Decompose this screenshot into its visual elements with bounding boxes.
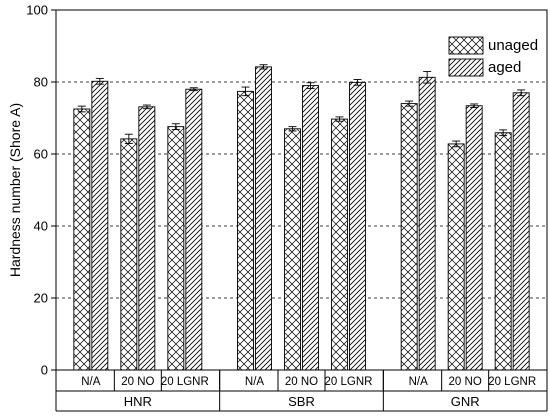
bar-aged: [349, 81, 366, 371]
bar-unaged: [73, 108, 91, 371]
error-bar: [288, 126, 297, 132]
x-axis: N/A 20 NO 20 LGNR N/A 20 NO 20 LGNR N/A 20 NO 20…: [55, 370, 548, 412]
error-bar: [423, 71, 432, 84]
x-group-label: GNR: [451, 394, 480, 409]
y-axis: 0 20 40 60 80 100: [26, 3, 56, 378]
bar-aged: [91, 80, 109, 371]
x-category-label: N/A: [81, 376, 101, 388]
bar-unaged: [447, 143, 465, 371]
x-category-label: 20 LGNR: [488, 376, 536, 388]
x-group-label: SBR: [288, 394, 315, 409]
bars: [73, 64, 530, 371]
bar-unaged: [284, 128, 301, 371]
error-bar: [306, 82, 315, 89]
error-bar: [171, 123, 180, 130]
bar-unaged: [237, 90, 254, 371]
bar-aged: [185, 88, 203, 371]
error-bar: [335, 116, 344, 122]
bar-aged: [418, 76, 436, 371]
error-bar: [259, 64, 268, 70]
error-bar: [452, 140, 461, 148]
error-bar: [124, 133, 133, 145]
bar-aged: [302, 85, 319, 371]
x-category-label: N/A: [409, 376, 429, 388]
error-bar: [499, 129, 508, 137]
legend: unaged aged: [448, 36, 538, 77]
legend-swatch-unaged: [448, 36, 484, 55]
bar-unaged: [494, 132, 512, 371]
error-bar: [470, 103, 479, 109]
error-bar: [95, 77, 104, 85]
error-bar: [189, 87, 198, 92]
x-group-label: HNR: [124, 394, 152, 409]
plot-border: [55, 9, 548, 371]
error-bar: [353, 79, 362, 86]
bar-aged: [465, 105, 483, 371]
error-bar: [241, 86, 250, 97]
x-category-label: 20 LGNR: [161, 376, 209, 388]
y-tick-label: 20: [34, 291, 48, 306]
y-tick-label: 100: [26, 3, 48, 18]
bar-unaged: [120, 138, 138, 371]
bar-aged: [255, 66, 272, 371]
y-tick-label: 40: [34, 219, 48, 234]
legend-swatch-aged: [448, 58, 484, 77]
y-tick-label: 60: [34, 147, 48, 162]
legend-label-aged: aged: [488, 59, 521, 76]
bar-aged: [512, 92, 530, 371]
x-category-label: N/A: [245, 376, 265, 388]
plot-frame: [55, 9, 548, 371]
x-category-label: 20 LGNR: [325, 376, 373, 388]
bar-unaged: [331, 118, 348, 371]
error-bar: [405, 100, 414, 107]
gridlines: [56, 81, 547, 299]
x-category-label: 20 NO: [121, 376, 154, 388]
x-category-label: 20 NO: [449, 376, 482, 388]
y-axis-title: Hardness number (Shore A): [7, 103, 23, 277]
y-tick-label: 80: [34, 75, 48, 90]
bar-unaged: [400, 103, 418, 371]
x-category-label: 20 NO: [285, 376, 318, 388]
error-bar: [517, 89, 526, 97]
error-bar: [77, 105, 86, 113]
y-tick-label: 0: [41, 363, 48, 378]
legend-label-unaged: unaged: [488, 37, 538, 54]
bar-unaged: [167, 126, 185, 371]
error-bar: [142, 104, 151, 110]
bar-aged: [138, 106, 156, 371]
